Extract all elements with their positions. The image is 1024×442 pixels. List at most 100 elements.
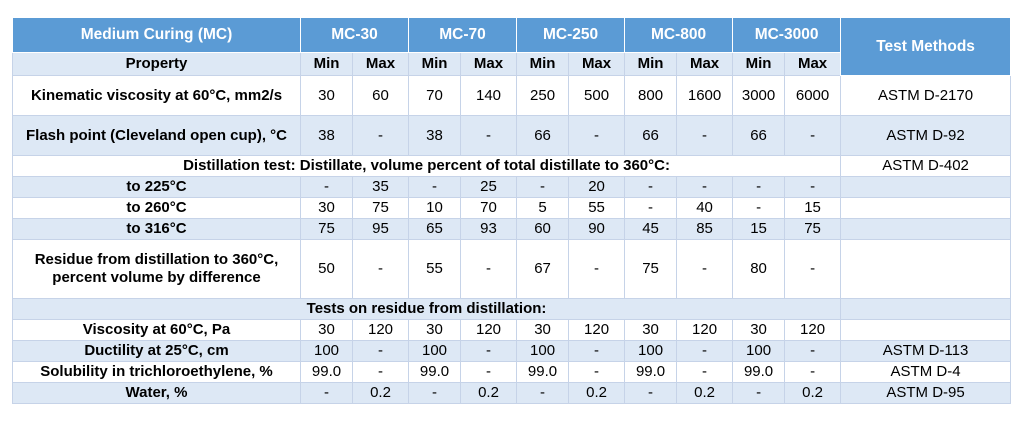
table-title: Medium Curing (MC) (12, 17, 301, 53)
value-cell: 70 (460, 197, 518, 219)
min-label: Min (408, 52, 462, 76)
value-cell: - (676, 115, 734, 156)
grade-header-mc-3000: MC-3000 (732, 17, 842, 53)
value-cell: 0.2 (351, 382, 410, 404)
value-cell: 500 (568, 75, 626, 116)
value-cell: - (408, 382, 462, 404)
value-cell: 99.0 (408, 361, 462, 383)
value-cell: 38 (300, 115, 353, 156)
value-cell: 30 (300, 319, 353, 341)
value-cell: - (784, 115, 842, 156)
value-cell: 55 (568, 197, 626, 219)
value-cell: - (568, 115, 626, 156)
value-cell: 80 (732, 239, 786, 299)
row-label: to 260°C (12, 197, 301, 219)
value-cell: - (784, 340, 842, 362)
value-cell: 120 (784, 319, 842, 341)
value-cell: 30 (624, 319, 678, 341)
max-label: Max (676, 52, 734, 76)
row-label: Water, % (12, 382, 301, 404)
value-cell: - (568, 239, 626, 299)
test-method: ASTM D-402 (840, 155, 1012, 177)
row-residue: Residue from distillation to 360°C, perc… (12, 239, 1012, 299)
value-cell: 30 (516, 319, 570, 341)
value-cell: 15 (732, 218, 786, 240)
value-cell: 100 (408, 340, 462, 362)
value-cell: - (351, 361, 410, 383)
max-label: Max (351, 52, 410, 76)
value-cell: 120 (460, 319, 518, 341)
value-cell: 75 (784, 218, 842, 240)
value-cell: 100 (624, 340, 678, 362)
value-cell: - (300, 176, 353, 198)
value-cell: - (624, 197, 678, 219)
row-tests-on-residue: Tests on residue from distillation: (11, 298, 1012, 320)
test-method (840, 298, 1012, 320)
value-cell: - (676, 176, 734, 198)
value-cell: 100 (300, 340, 353, 362)
test-method (840, 319, 1012, 341)
row-label: Solubility in trichloroethylene, % (12, 361, 301, 383)
row-label: Kinematic viscosity at 60°C, mm2/s (12, 75, 301, 116)
row-ductility: Ductility at 25°C, cm 100-100-100-100-100… (12, 340, 1012, 362)
value-cell: 35 (351, 176, 410, 198)
value-cell: 85 (676, 218, 734, 240)
value-cell: 55 (408, 239, 462, 299)
value-cell: - (516, 382, 570, 404)
value-cell: 75 (624, 239, 678, 299)
value-cell: 120 (568, 319, 626, 341)
value-cell: 40 (676, 197, 734, 219)
value-cell: - (351, 115, 410, 156)
value-cell: - (676, 340, 734, 362)
min-label: Min (516, 52, 570, 76)
value-cell: 0.2 (460, 382, 518, 404)
value-cell: - (351, 340, 410, 362)
value-cell: - (460, 115, 518, 156)
value-cell: 250 (516, 75, 570, 116)
mc-specification-table: Medium Curing (MC) MC-30 MC-70 MC-250 MC… (11, 17, 1012, 404)
row-to-225c: to 225°C -35-25-20- - - - (12, 176, 1012, 198)
value-cell: 66 (732, 115, 786, 156)
value-cell: 99.0 (300, 361, 353, 383)
row-label: Flash point (Cleveland open cup), °C (12, 115, 301, 156)
row-kinematic-viscosity: Kinematic viscosity at 60°C, mm2/s 30 60 70… (12, 75, 1012, 116)
value-cell: - (784, 239, 842, 299)
value-cell: 0.2 (568, 382, 626, 404)
property-label: Property (12, 52, 301, 76)
max-label: Max (784, 52, 842, 76)
value-cell: - (732, 382, 786, 404)
test-method: ASTM D-92 (840, 115, 1012, 156)
test-method: ASTM D-113 (840, 340, 1012, 362)
row-water: Water, % -0.2-0.2-0.2-0.2-0.2 ASTM D-95 (12, 382, 1012, 404)
value-cell: - (516, 176, 570, 198)
value-cell: - (460, 239, 518, 299)
test-method (840, 218, 1012, 240)
value-cell: 67 (516, 239, 570, 299)
value-cell: - (732, 176, 786, 198)
value-cell: - (300, 382, 353, 404)
value-cell: 10 (408, 197, 462, 219)
value-cell: 3000 (732, 75, 786, 116)
distillation-test-label: Distillation test: Distillate, volume pe… (11, 155, 842, 177)
value-cell: 50 (300, 239, 353, 299)
test-method (840, 197, 1012, 219)
value-cell: - (568, 340, 626, 362)
value-cell: 66 (624, 115, 678, 156)
value-cell: 38 (408, 115, 462, 156)
value-cell: 800 (624, 75, 678, 116)
value-cell: 60 (351, 75, 410, 116)
value-cell: 6000 (784, 75, 842, 116)
test-methods-header: Test Methods (840, 17, 1012, 76)
value-cell: 65 (408, 218, 462, 240)
value-cell: 45 (624, 218, 678, 240)
value-cell: 5 (516, 197, 570, 219)
max-label: Max (460, 52, 518, 76)
test-method (840, 239, 1012, 299)
grade-header-mc-800: MC-800 (624, 17, 734, 53)
min-label: Min (624, 52, 678, 76)
value-cell: 30 (732, 319, 786, 341)
value-cell: 1600 (676, 75, 734, 116)
value-cell: 0.2 (784, 382, 842, 404)
grade-header-mc-250: MC-250 (516, 17, 626, 53)
header-row: Medium Curing (MC) MC-30 MC-70 MC-250 MC… (12, 17, 1012, 76)
